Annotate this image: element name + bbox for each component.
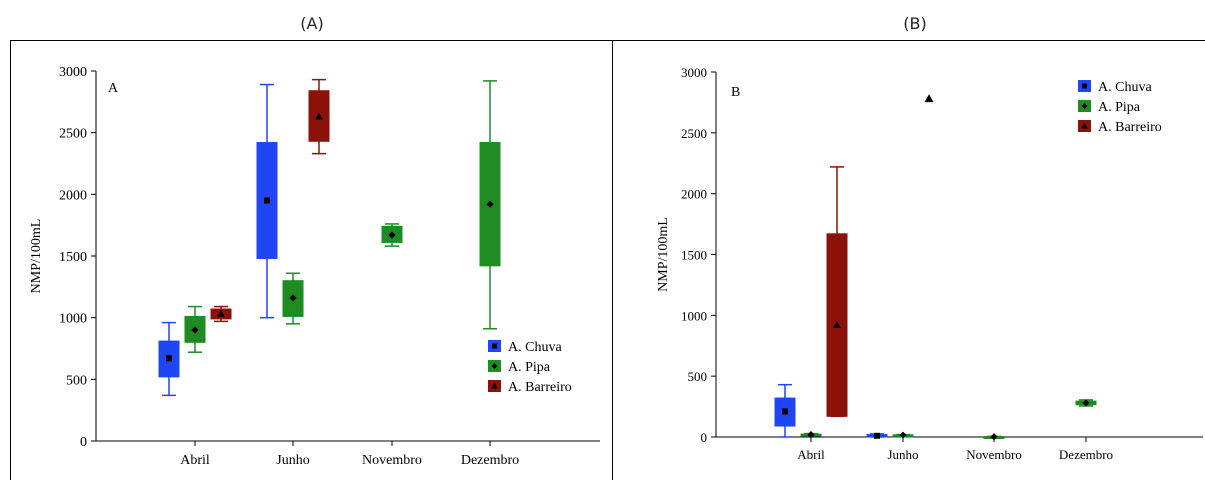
y-tick-label: 2500: [59, 127, 87, 142]
box-chuva-junho: [866, 432, 888, 439]
legend-label-pipa: A. Pipa: [508, 360, 551, 375]
legend-panel-b: A. Chuva A. Pipa A. Barreiro: [1078, 80, 1162, 135]
median-marker: [388, 231, 396, 239]
y-tick-label: 1500: [681, 248, 707, 263]
legend-marker: [1081, 103, 1088, 109]
y-tick-label: 3000: [681, 65, 707, 80]
y-tick-label: 0: [701, 430, 708, 445]
legend-label-pipa: A. Pipa: [1098, 100, 1141, 115]
box-pipa-dezembro: [1075, 399, 1097, 407]
y-tick-label: 3000: [59, 65, 87, 80]
box-chuva-abril: [158, 321, 180, 397]
x-tick-label-junho: Junho: [887, 447, 918, 462]
median-marker: [899, 431, 907, 439]
median-marker: [191, 326, 199, 334]
panel-divider: [612, 40, 613, 480]
chart-panel-a: 0 500 1000 1500 2000 2500 3000 NMP/100mL Abril Ju…: [29, 65, 600, 468]
median-marker: [990, 433, 998, 441]
caption-left: (A): [300, 14, 324, 33]
x-tick-label-dezembro: Dezembro: [1059, 447, 1113, 462]
median-marker: [782, 408, 788, 415]
median-marker: [874, 432, 880, 439]
box-chuva-junho: [256, 83, 278, 319]
panel-label: A: [108, 81, 119, 96]
box-pipa-novembro: [983, 433, 1005, 441]
y-axis-label: NMP/100mL: [656, 217, 671, 292]
outlier-point-junho: [924, 94, 934, 103]
y-tick-label: 500: [66, 373, 87, 388]
legend-label-barreiro: A. Barreiro: [1098, 120, 1162, 135]
y-tick-label: 2000: [681, 187, 707, 202]
median-marker: [807, 430, 815, 439]
median-marker: [264, 197, 270, 204]
y-tick-label: 500: [688, 369, 708, 384]
y-tick-label: 2000: [59, 188, 87, 203]
median-marker: [289, 294, 297, 302]
caption-right: (B): [903, 14, 927, 33]
chart-panel-b: 0 500 1000 1500 2000 2500 3000 NMP/100mL Abril Ju…: [656, 65, 1203, 462]
legend-label-barreiro: A. Barreiro: [508, 380, 572, 395]
median-marker: [1082, 399, 1090, 407]
figure-frame: [10, 40, 1205, 480]
x-tick-label-abril: Abril: [180, 453, 210, 468]
y-axis-label: NMP/100mL: [29, 219, 44, 294]
median-marker: [315, 112, 323, 120]
y-tick-label: 1000: [681, 308, 707, 323]
legend-marker: [491, 363, 498, 369]
box-pipa-abril: [800, 430, 822, 439]
panel-label: B: [731, 85, 740, 100]
legend-label-chuva: A. Chuva: [508, 340, 562, 355]
median-marker: [217, 310, 225, 317]
box-pipa-abril: [184, 305, 206, 353]
y-tick-label: 2500: [681, 126, 707, 141]
x-tick-label-novembro: Novembro: [966, 447, 1022, 462]
y-tick-label: 1000: [59, 312, 87, 327]
legend-marker: [1082, 83, 1087, 89]
y-tick-label: 0: [80, 435, 87, 450]
box-pipa-junho: [892, 431, 914, 439]
median-marker: [486, 200, 494, 208]
median-marker: [166, 355, 172, 362]
legend-panel-a: A. Chuva A. Pipa A. Barreiro: [488, 340, 572, 395]
legend-marker: [1081, 122, 1088, 129]
x-tick-label-junho: Junho: [276, 453, 309, 468]
legend-marker: [491, 382, 498, 389]
box-chuva-abril: [774, 383, 796, 438]
box-barreiro-abril: [210, 305, 232, 323]
legend-marker: [492, 343, 497, 349]
x-tick-label-abril: Abril: [797, 447, 825, 462]
y-tick-label: 1500: [59, 250, 87, 265]
box-pipa-novembro: [381, 223, 403, 247]
box-barreiro-abril: [826, 166, 848, 418]
box-pipa-junho: [282, 272, 304, 325]
box-barreiro-junho: [308, 78, 330, 155]
x-tick-label-dezembro: Dezembro: [461, 453, 519, 468]
median-marker: [833, 321, 841, 328]
legend-label-chuva: A. Chuva: [1098, 80, 1152, 95]
box-pipa-dezembro: [479, 80, 501, 330]
x-tick-label-novembro: Novembro: [362, 453, 422, 468]
